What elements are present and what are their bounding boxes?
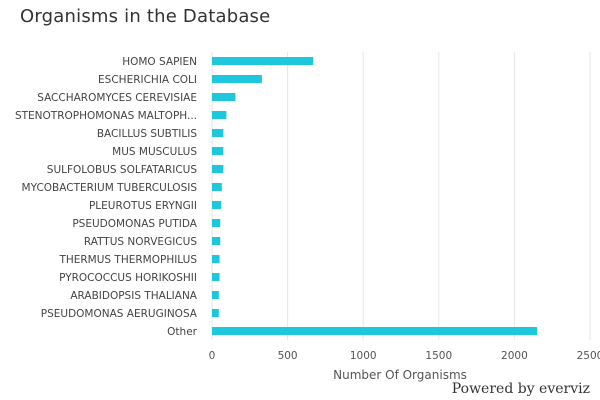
credits-link[interactable]: Powered by everviz <box>451 381 590 397</box>
category-label: SACCHAROMYCES CEREVISIAE <box>37 92 197 104</box>
bar[interactable] <box>212 165 224 173</box>
x-tick-label: 1000 <box>350 350 377 362</box>
category-label: HOMO SAPIEN <box>122 56 197 68</box>
x-tick-label: 2000 <box>501 350 528 362</box>
bar[interactable] <box>212 291 219 299</box>
x-axis-title: Number Of Organisms <box>333 368 467 382</box>
category-label: BACILLUS SUBTILIS <box>97 128 198 140</box>
category-label: SULFOLOBUS SOLFATARICUS <box>47 164 198 176</box>
chart-title: Organisms in the Database <box>20 6 271 27</box>
x-tick-label: 500 <box>278 350 298 362</box>
bar[interactable] <box>212 201 222 209</box>
category-label: PLEUROTUS ERYNGII <box>89 200 197 212</box>
bar[interactable] <box>212 219 221 227</box>
category-labels: HOMO SAPIEN ESCHERICHIA COLI SACCHAROMYCES… <box>15 56 198 338</box>
bar[interactable] <box>212 183 222 191</box>
bars <box>212 57 538 335</box>
category-label: PSEUDOMONAS AERUGINOSA <box>41 308 198 320</box>
category-label: PSEUDOMONAS PUTIDA <box>72 218 197 230</box>
bar[interactable] <box>212 57 314 65</box>
category-label: ARABIDOPSIS THALIANA <box>70 290 197 302</box>
bar[interactable] <box>212 129 224 137</box>
bar[interactable] <box>212 237 221 245</box>
x-tick-label: 0 <box>209 350 216 362</box>
category-label: MUS MUSCULUS <box>112 146 197 158</box>
bar[interactable] <box>212 93 236 101</box>
bar[interactable] <box>212 273 220 281</box>
bar[interactable] <box>212 309 219 317</box>
category-label: ESCHERICHIA COLI <box>98 74 197 86</box>
x-tick-labels: 0 500 1000 1500 2000 2500 <box>209 350 600 362</box>
bar[interactable] <box>212 147 224 155</box>
bar[interactable] <box>212 327 538 335</box>
category-label: THERMUS THERMOPHILUS <box>58 254 197 266</box>
bar[interactable] <box>212 111 227 119</box>
category-label: Other <box>167 326 197 338</box>
category-label: PYROCOCCUS HORIKOSHII <box>59 272 197 284</box>
x-tick-label: 2500 <box>577 350 600 362</box>
bar[interactable] <box>212 255 220 263</box>
category-label: STENOTROPHOMONAS MALTOPH... <box>15 110 197 122</box>
x-tick-label: 1500 <box>425 350 452 362</box>
bar[interactable] <box>212 75 262 83</box>
category-label: MYCOBACTERIUM TUBERCULOSIS <box>22 182 198 194</box>
category-label: RATTUS NORVEGICUS <box>84 236 197 248</box>
grid-lines <box>211 52 591 340</box>
